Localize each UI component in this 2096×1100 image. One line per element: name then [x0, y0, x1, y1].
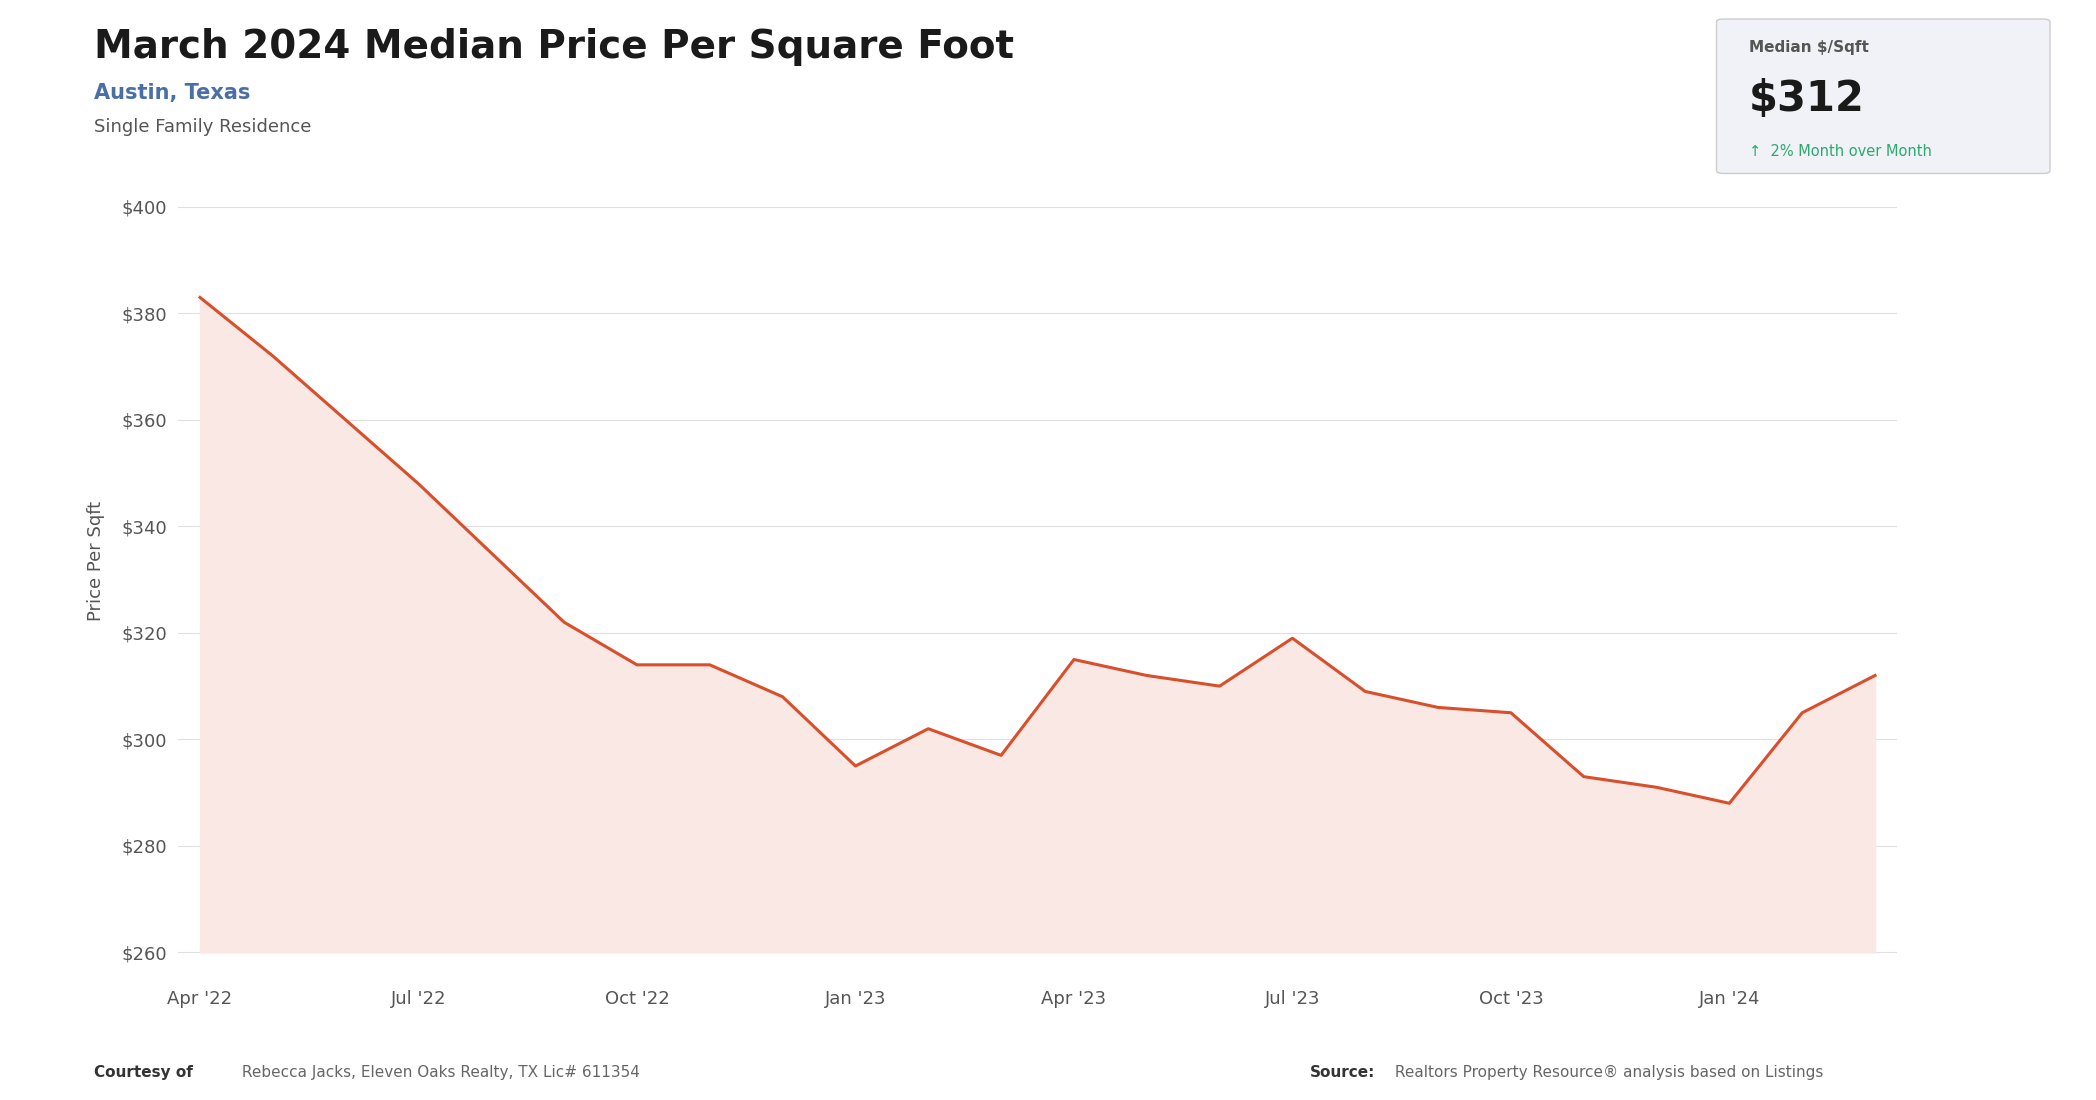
Y-axis label: Price Per Sqft: Price Per Sqft — [86, 500, 105, 621]
Text: $312: $312 — [1748, 78, 1865, 120]
Text: Single Family Residence: Single Family Residence — [94, 118, 312, 135]
Text: Rebecca Jacks, Eleven Oaks Realty, TX Lic# 611354: Rebecca Jacks, Eleven Oaks Realty, TX Li… — [237, 1065, 639, 1080]
Text: Realtors Property Resource® analysis based on Listings: Realtors Property Resource® analysis bas… — [1390, 1065, 1824, 1080]
FancyBboxPatch shape — [1717, 19, 2050, 174]
Text: Source:: Source: — [1310, 1065, 1375, 1080]
Text: Median $/Sqft: Median $/Sqft — [1748, 40, 1868, 55]
Text: March 2024 Median Price Per Square Foot: March 2024 Median Price Per Square Foot — [94, 28, 1014, 66]
Text: Courtesy of: Courtesy of — [94, 1065, 193, 1080]
Text: Austin, Texas: Austin, Texas — [94, 82, 252, 102]
Text: ↑  2% Month over Month: ↑ 2% Month over Month — [1748, 144, 1930, 158]
